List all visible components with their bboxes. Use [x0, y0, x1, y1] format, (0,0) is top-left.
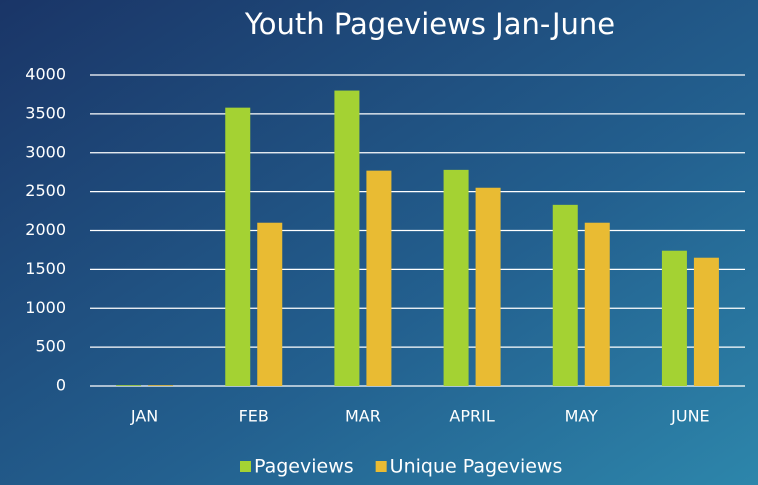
bar	[148, 385, 174, 386]
bar	[584, 222, 610, 386]
legend-label: Unique Pageviews	[390, 456, 563, 478]
x-tick-label: JUNE	[670, 407, 710, 426]
x-tick-label: MAY	[565, 407, 599, 426]
bar	[225, 107, 251, 386]
y-tick-label: 2500	[25, 181, 66, 200]
x-tick-label: FEB	[239, 407, 269, 426]
legend-label: Pageviews	[254, 456, 354, 478]
bar	[116, 385, 142, 386]
x-tick-label: MAR	[345, 407, 381, 426]
y-tick-label: 500	[35, 337, 66, 356]
y-tick-label: 0	[56, 376, 66, 395]
bar	[475, 187, 501, 386]
chart-title: Youth Pageviews Jan-June	[244, 7, 615, 41]
y-tick-label: 1500	[25, 259, 66, 278]
y-tick-label: 4000	[25, 65, 66, 84]
bar	[443, 169, 469, 386]
bar	[693, 257, 719, 386]
bar	[366, 170, 392, 386]
legend-swatch	[375, 461, 387, 472]
legend-swatch	[240, 461, 251, 472]
x-tick-label: APRIL	[449, 407, 494, 426]
y-tick-label: 3500	[25, 103, 66, 122]
bar	[552, 204, 578, 386]
y-tick-label: 1000	[25, 298, 66, 317]
bar	[661, 250, 687, 386]
y-tick-label: 3000	[25, 142, 66, 161]
bar	[334, 90, 360, 387]
bar	[257, 222, 283, 386]
y-tick-label: 2000	[25, 220, 66, 239]
x-tick-label: JAN	[130, 407, 158, 426]
